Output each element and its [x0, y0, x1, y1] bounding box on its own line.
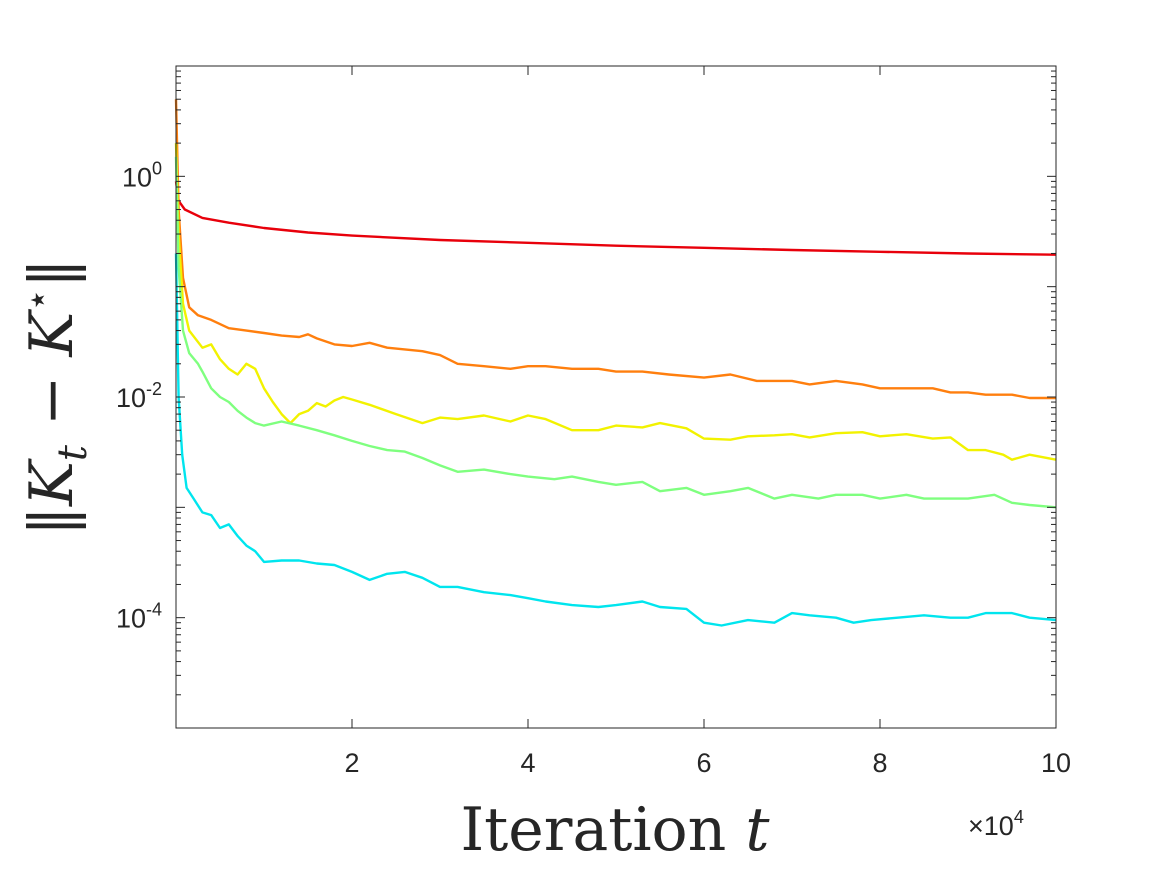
y-tick-label: 10-4 [116, 600, 162, 634]
y-tick-label: 100 [122, 158, 162, 192]
x-tick-label: 4 [520, 748, 535, 778]
series-line-4 [174, 156, 1057, 509]
x-axis-title: Iteration t [460, 795, 770, 865]
svg-text:‖Kt − K⋆‖: ‖Kt − K⋆‖ [15, 258, 96, 536]
x-tick-label: 8 [872, 748, 887, 778]
axes-layer [175, 65, 1057, 729]
plot-area [176, 66, 1056, 728]
series-line-5 [174, 253, 1057, 627]
series-line-3 [174, 143, 1057, 461]
series-line-1 [174, 181, 1057, 256]
x-tick-label: 10 [1041, 748, 1071, 778]
y-tick-label: 10-2 [116, 379, 162, 413]
series-line-2 [174, 99, 1056, 400]
x-tick-label: 2 [344, 748, 359, 778]
x-tick-label: 6 [696, 748, 711, 778]
tick-label-layer: 2 4 6 8 10 100 10-2 10-4 [116, 158, 1071, 778]
y-axis-title: ‖Kt − K⋆‖ [15, 258, 96, 536]
series-layer [174, 99, 1057, 627]
x-axis-multiplier: ×104 [968, 807, 1024, 841]
